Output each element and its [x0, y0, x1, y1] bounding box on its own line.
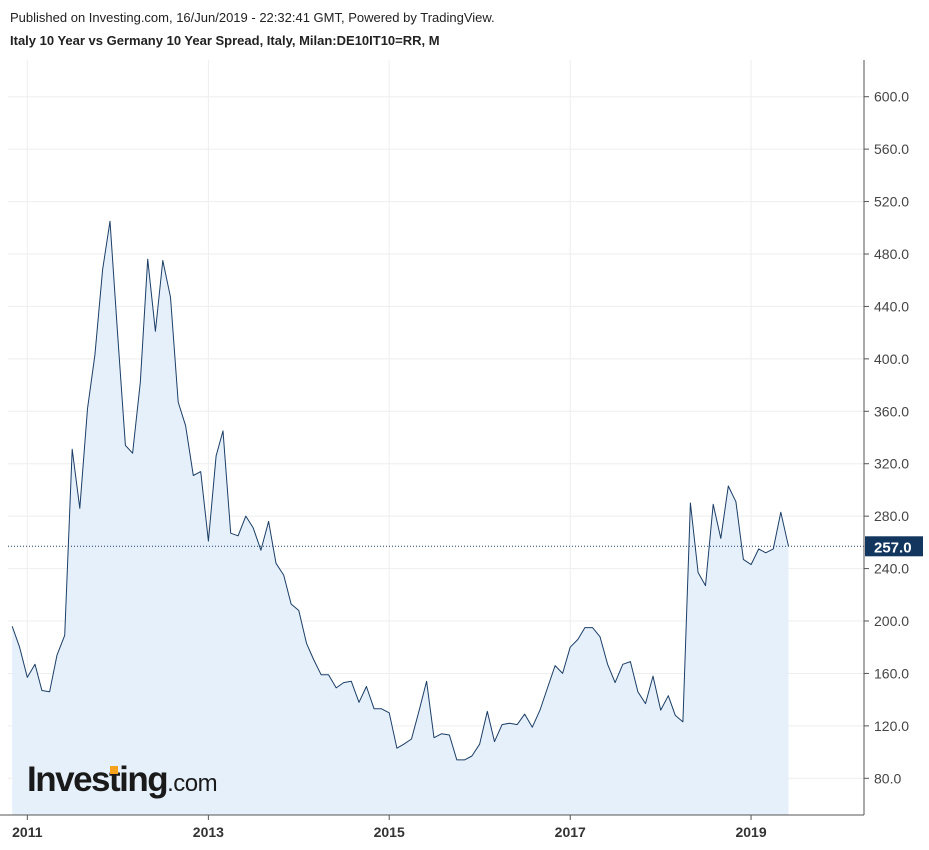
area-fill [12, 221, 789, 815]
y-tick-label: 560.0 [874, 141, 909, 157]
price-badge: 257.0 [865, 536, 923, 557]
y-tick-label: 480.0 [874, 246, 909, 262]
x-tick-label: 2017 [555, 824, 586, 840]
y-tick-label: 280.0 [874, 508, 909, 524]
axes [0, 60, 865, 816]
logo-dot-icon [110, 766, 118, 774]
price-badge-label: 257.0 [874, 539, 912, 556]
published-info: Published on Investing.com, 16/Jun/2019 … [10, 10, 495, 25]
y-tick-label: 320.0 [874, 456, 909, 472]
y-axis-ticks: 80.0 120.0 160.0 200.0 240.0 280.0 320.0 360.0 4… [864, 89, 909, 786]
x-tick-label: 2019 [735, 824, 766, 840]
price-badge-box [865, 536, 923, 557]
series-area [12, 221, 789, 815]
y-tick-label: 200.0 [874, 613, 909, 629]
x-tick-label: 2015 [374, 824, 405, 840]
y-tick-label: 360.0 [874, 403, 909, 419]
x-tick-label: 2013 [193, 824, 224, 840]
y-tick-label: 600.0 [874, 89, 909, 105]
series-line [11, 220, 789, 761]
y-tick-label: 440.0 [874, 298, 909, 314]
series-path [11, 220, 789, 761]
logo-text: Investing [27, 760, 169, 799]
y-tick-label: 120.0 [874, 718, 909, 734]
investing-logo: Investing.com [27, 760, 218, 800]
logo-domain: .com [167, 770, 218, 797]
y-tick-label: 520.0 [874, 194, 909, 210]
x-tick-label: 2011 [12, 824, 43, 840]
y-tick-label: 80.0 [874, 770, 901, 786]
y-tick-label: 400.0 [874, 351, 909, 367]
chart-title: Italy 10 Year vs Germany 10 Year Spread,… [10, 33, 440, 48]
y-tick-label: 240.0 [874, 561, 909, 577]
y-tick-label: 160.0 [874, 665, 909, 681]
x-axis-ticks: 2011 2013 2015 2017 2019 [12, 815, 767, 840]
